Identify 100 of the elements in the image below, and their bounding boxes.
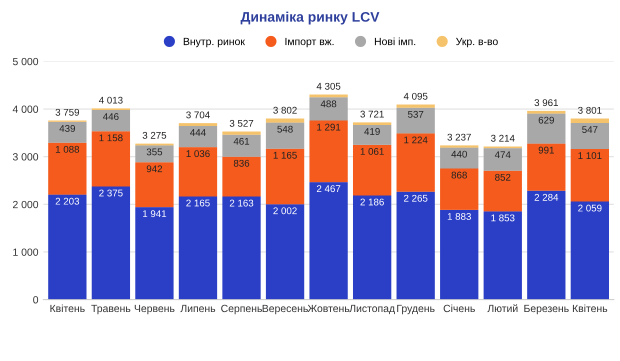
y-tick-label: 0 bbox=[33, 296, 38, 304]
x-tick-label: Квітень bbox=[50, 304, 85, 312]
bar bbox=[178, 196, 218, 300]
total-label: 4 305 bbox=[316, 82, 340, 90]
bar bbox=[309, 182, 348, 300]
bar bbox=[309, 94, 348, 98]
data-label: 1 165 bbox=[274, 152, 297, 159]
x-tick-label: Квітень bbox=[572, 304, 608, 312]
x-tick-label: Червень bbox=[134, 304, 174, 314]
chart-title: Динаміка ринку LCV bbox=[240, 12, 380, 25]
data-label: 2 165 bbox=[186, 200, 210, 206]
data-label: 444 bbox=[190, 129, 206, 136]
data-label: 1 853 bbox=[491, 214, 515, 222]
bar bbox=[570, 149, 610, 202]
y-tick-label: 4 000 bbox=[12, 106, 38, 113]
bar bbox=[396, 108, 435, 134]
bar bbox=[440, 145, 478, 148]
bar bbox=[178, 147, 218, 196]
data-label: 488 bbox=[320, 100, 336, 108]
data-label: 2 284 bbox=[534, 194, 558, 201]
data-label: 1 036 bbox=[186, 150, 210, 158]
data-label: 836 bbox=[234, 160, 250, 167]
legend-label: Укр. в-во bbox=[456, 38, 498, 48]
x-tick-label: Липень bbox=[180, 304, 216, 312]
y-tick-label: 2 000 bbox=[13, 200, 38, 208]
bar bbox=[309, 97, 348, 121]
data-label: 991 bbox=[538, 146, 554, 154]
data-label: 2 265 bbox=[404, 194, 428, 202]
data-label: 852 bbox=[495, 174, 510, 181]
bar bbox=[527, 190, 566, 300]
bar bbox=[396, 133, 435, 192]
data-label: 1 291 bbox=[317, 124, 340, 131]
bar bbox=[266, 118, 304, 123]
x-tick-label: Серпень bbox=[221, 304, 262, 314]
data-label: 474 bbox=[494, 151, 511, 158]
data-label: 2 467 bbox=[316, 185, 340, 192]
y-tick-label: 5 000 bbox=[12, 58, 38, 66]
bar bbox=[440, 148, 478, 169]
total-label: 3 802 bbox=[273, 106, 297, 114]
bar bbox=[266, 204, 304, 300]
bar bbox=[135, 145, 174, 162]
data-label: 629 bbox=[538, 116, 554, 124]
data-label: 1 088 bbox=[56, 146, 80, 153]
total-label: 3 801 bbox=[578, 106, 602, 114]
bar bbox=[352, 195, 392, 300]
bar bbox=[266, 122, 304, 149]
data-label: 2 002 bbox=[273, 207, 297, 214]
data-label: 355 bbox=[146, 148, 162, 156]
data-label: 868 bbox=[452, 172, 467, 179]
total-label: 4 095 bbox=[404, 92, 428, 100]
y-tick-label: 3 000 bbox=[12, 153, 38, 161]
data-label: 548 bbox=[277, 126, 293, 133]
bar bbox=[92, 131, 130, 186]
data-label: 2 186 bbox=[360, 198, 384, 206]
total-label: 4 013 bbox=[98, 96, 123, 104]
data-label: 446 bbox=[103, 113, 119, 120]
x-tick-label: Грудень bbox=[397, 304, 435, 314]
data-label: 2 203 bbox=[56, 198, 80, 205]
total-label: 3 704 bbox=[186, 111, 210, 118]
total-label: 3 527 bbox=[230, 120, 254, 127]
data-label: 1 224 bbox=[404, 136, 428, 144]
bar bbox=[484, 170, 522, 212]
bar bbox=[396, 104, 435, 108]
bar bbox=[135, 207, 174, 300]
total-label: 3 759 bbox=[56, 108, 80, 116]
bar bbox=[92, 110, 130, 132]
data-label: 1 061 bbox=[360, 148, 384, 155]
total-label: 3 237 bbox=[447, 134, 471, 141]
bar bbox=[440, 210, 478, 300]
legend-label: Нові імп. bbox=[374, 38, 416, 46]
total-label: 3 721 bbox=[360, 110, 384, 118]
bar bbox=[266, 148, 304, 204]
data-label: 440 bbox=[451, 150, 467, 158]
bar bbox=[352, 122, 392, 125]
data-label: 547 bbox=[582, 126, 598, 133]
data-label: 2 059 bbox=[578, 204, 602, 212]
bar bbox=[222, 134, 261, 157]
x-tick-label: Вересень bbox=[262, 304, 308, 314]
total-label: 3 275 bbox=[142, 132, 166, 139]
bar bbox=[178, 126, 218, 148]
x-tick-label: Лютий bbox=[487, 304, 518, 312]
bar bbox=[48, 142, 87, 195]
bar bbox=[135, 162, 174, 208]
bar bbox=[352, 144, 392, 196]
data-label: 1 883 bbox=[448, 213, 471, 220]
legend-label: Внутр. ринок bbox=[184, 38, 245, 48]
bar bbox=[48, 122, 87, 143]
total-label: 3 961 bbox=[534, 99, 558, 106]
data-label: 2 375 bbox=[99, 190, 123, 196]
bar bbox=[570, 118, 610, 123]
bar bbox=[484, 148, 522, 171]
bar bbox=[396, 192, 435, 300]
data-label: 2 163 bbox=[230, 200, 254, 207]
bar bbox=[440, 168, 478, 210]
x-tick-label: Травень bbox=[91, 304, 130, 314]
bar bbox=[309, 120, 348, 182]
data-label: 942 bbox=[146, 165, 162, 172]
x-tick-label: Березень bbox=[524, 304, 569, 314]
data-label: 1 158 bbox=[99, 134, 123, 142]
bar bbox=[222, 196, 261, 300]
